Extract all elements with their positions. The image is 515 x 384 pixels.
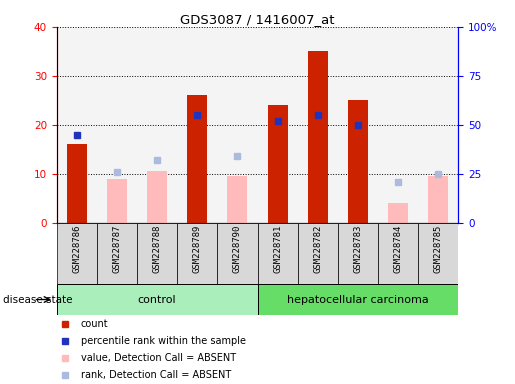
Bar: [258, 223, 298, 284]
Bar: [298, 223, 338, 284]
Text: control: control: [138, 295, 176, 305]
Text: GSM228785: GSM228785: [434, 225, 443, 273]
Bar: [428, 176, 448, 223]
Text: GSM228788: GSM228788: [152, 225, 162, 273]
Bar: [107, 179, 127, 223]
Bar: [378, 27, 418, 223]
Bar: [177, 27, 217, 223]
Text: disease state: disease state: [3, 295, 72, 305]
Text: rank, Detection Call = ABSENT: rank, Detection Call = ABSENT: [81, 370, 231, 381]
Text: count: count: [81, 318, 108, 329]
Text: GSM228782: GSM228782: [313, 225, 322, 273]
Bar: [97, 223, 137, 284]
Bar: [66, 144, 87, 223]
Bar: [338, 223, 378, 284]
Text: value, Detection Call = ABSENT: value, Detection Call = ABSENT: [81, 353, 236, 363]
Bar: [348, 100, 368, 223]
Text: hepatocellular carcinoma: hepatocellular carcinoma: [287, 295, 429, 305]
Bar: [217, 223, 258, 284]
Bar: [177, 223, 217, 284]
Bar: [228, 176, 248, 223]
Bar: [268, 105, 287, 223]
Bar: [258, 27, 298, 223]
Text: GSM228790: GSM228790: [233, 225, 242, 273]
Bar: [57, 27, 97, 223]
Bar: [137, 27, 177, 223]
Text: GSM228789: GSM228789: [193, 225, 202, 273]
Bar: [418, 27, 458, 223]
Bar: [258, 284, 458, 315]
Title: GDS3087 / 1416007_at: GDS3087 / 1416007_at: [180, 13, 335, 26]
Text: GSM228784: GSM228784: [393, 225, 403, 273]
Bar: [217, 27, 258, 223]
Text: GSM228781: GSM228781: [273, 225, 282, 273]
Bar: [308, 51, 328, 223]
Bar: [187, 95, 208, 223]
Bar: [137, 223, 177, 284]
Bar: [57, 284, 258, 315]
Bar: [418, 223, 458, 284]
Text: GSM228786: GSM228786: [72, 225, 81, 273]
Bar: [378, 223, 418, 284]
Bar: [298, 27, 338, 223]
Bar: [388, 203, 408, 223]
Text: GSM228787: GSM228787: [112, 225, 122, 273]
Bar: [147, 171, 167, 223]
Text: percentile rank within the sample: percentile rank within the sample: [81, 336, 246, 346]
Text: GSM228783: GSM228783: [353, 225, 363, 273]
Bar: [338, 27, 378, 223]
Bar: [97, 27, 137, 223]
Bar: [57, 223, 97, 284]
